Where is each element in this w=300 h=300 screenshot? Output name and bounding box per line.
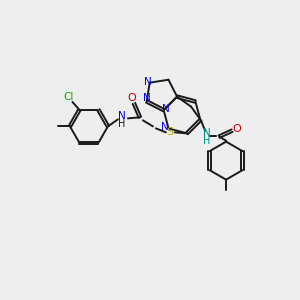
Text: N: N bbox=[118, 111, 126, 122]
Text: O: O bbox=[128, 93, 136, 103]
Text: N: N bbox=[144, 77, 152, 87]
Text: H: H bbox=[203, 136, 211, 146]
Text: S: S bbox=[167, 128, 173, 137]
Text: Cl: Cl bbox=[63, 92, 74, 102]
Text: N: N bbox=[161, 122, 168, 132]
Text: O: O bbox=[233, 124, 242, 134]
Text: N: N bbox=[143, 94, 151, 103]
Text: H: H bbox=[118, 119, 126, 129]
Text: N: N bbox=[162, 104, 170, 114]
Text: N: N bbox=[203, 128, 211, 138]
